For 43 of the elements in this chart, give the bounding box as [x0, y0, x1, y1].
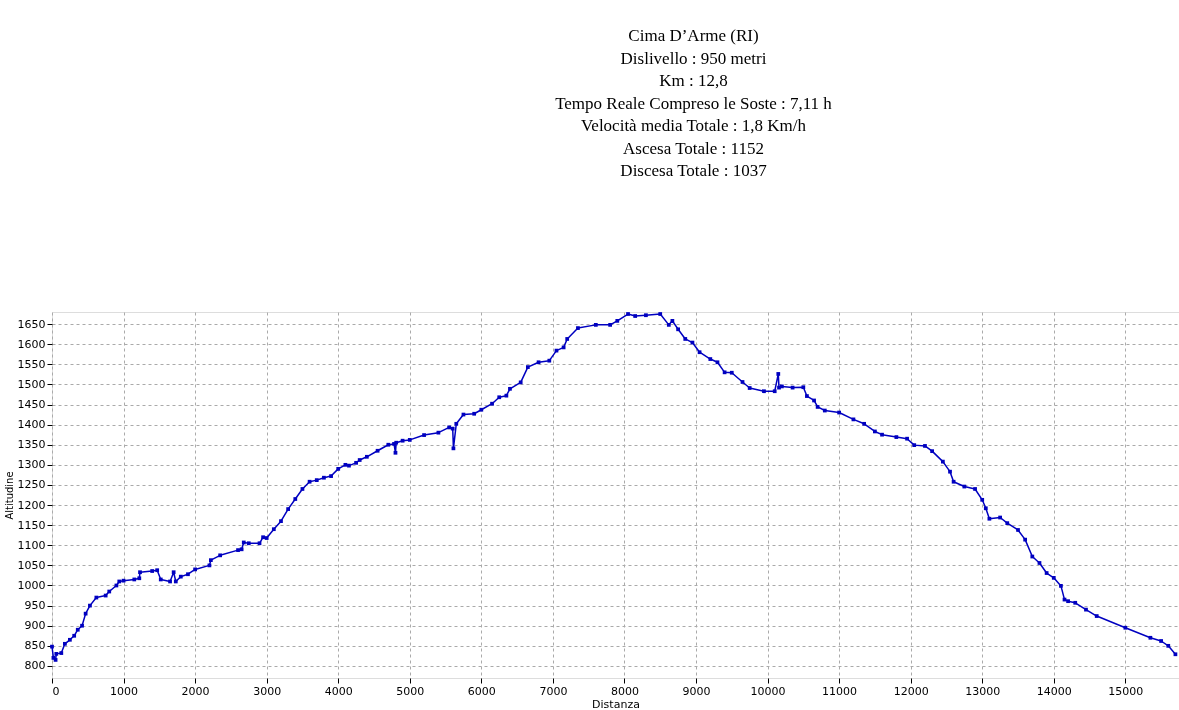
text: Km : 12,8: [659, 71, 728, 90]
x-tick-label: 6000: [467, 684, 496, 698]
x-tick-label: 10000: [750, 684, 786, 698]
x-tick-label: 4000: [324, 684, 353, 698]
text: Dislivello : 950 metri: [620, 48, 767, 68]
y-tick-label: 1000: [17, 578, 46, 592]
x-tick-label: 13000: [965, 684, 1001, 698]
y-tick-label: 1050: [17, 558, 46, 572]
y-tick-label: 1400: [17, 418, 46, 432]
y-tick-label: 1250: [17, 478, 46, 492]
x-tick-label: 9000: [682, 684, 711, 698]
y-tick-label: 1100: [17, 538, 46, 552]
x-tick-label: 11000: [822, 684, 858, 698]
chart-title: Cima D’Arme (RI): [628, 25, 759, 45]
y-tick-label: 1200: [17, 498, 46, 512]
y-tick-label: 1600: [17, 337, 46, 351]
x-tick-label: 2000: [181, 684, 210, 698]
y-tick-label: 800: [24, 659, 46, 673]
x-tick-label: 8000: [610, 684, 639, 698]
y-tick-label: 1350: [17, 438, 46, 452]
text: Ascesa Totale : 1152: [623, 138, 764, 158]
y-tick-label: 1550: [17, 357, 46, 371]
y-tick-label: 950: [24, 599, 46, 613]
y-tick-label: 1300: [17, 458, 46, 472]
x-tick-label: 12000: [893, 684, 929, 698]
x-tick-label: 15000: [1108, 684, 1144, 698]
text: Velocità media Totale : 1,8 Km/h: [580, 116, 807, 135]
x-tick-label: 1000: [110, 684, 139, 698]
text: Tempo Reale Compreso le Soste : 7,11 h: [555, 93, 833, 113]
y-axis-title: Altitudine: [3, 471, 15, 520]
x-tick-label: 0: [52, 684, 60, 698]
y-tick-label: 900: [24, 619, 46, 633]
x-tick-label: 5000: [396, 684, 425, 698]
x-tick-label: 14000: [1036, 684, 1072, 698]
x-tick-label: 7000: [539, 684, 568, 698]
y-tick-label: 1500: [17, 377, 46, 391]
text: Discesa Totale : 1037: [620, 161, 768, 180]
x-axis-title: Distanza: [592, 697, 640, 710]
y-tick-label: 1150: [17, 518, 46, 532]
x-tick-label: 3000: [253, 684, 282, 698]
y-tick-label: 1650: [17, 317, 46, 331]
y-tick-label: 1450: [17, 398, 46, 412]
y-tick-label: 850: [24, 639, 46, 653]
